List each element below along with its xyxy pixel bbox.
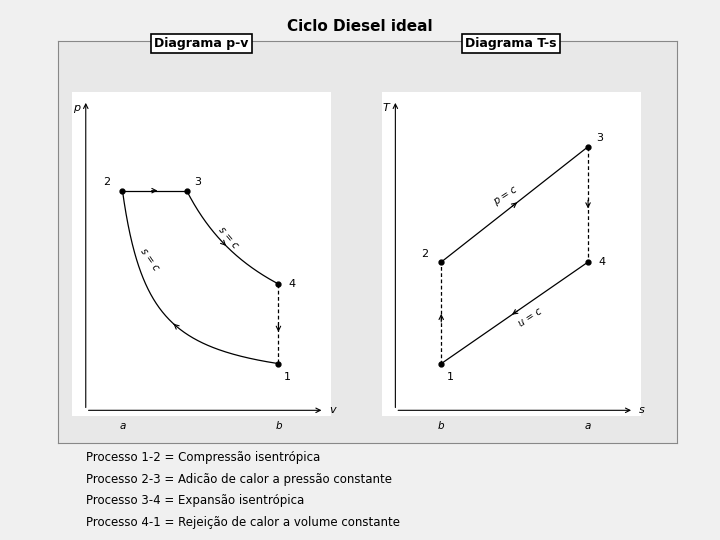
Text: 1: 1: [447, 373, 454, 382]
Text: p = c: p = c: [492, 185, 519, 207]
Text: 2: 2: [422, 249, 428, 259]
Text: 2: 2: [103, 178, 110, 187]
Text: Ciclo Diesel ideal: Ciclo Diesel ideal: [287, 19, 433, 34]
Text: s = c: s = c: [139, 246, 161, 272]
Text: v: v: [329, 406, 336, 415]
Text: Processo 1-2 = Compressão isentrópica: Processo 1-2 = Compressão isentrópica: [86, 451, 320, 464]
Text: s: s: [639, 406, 644, 415]
Text: Diagrama T-s: Diagrama T-s: [465, 37, 557, 50]
Text: a: a: [120, 421, 126, 431]
Text: b: b: [275, 421, 282, 431]
Text: b: b: [438, 421, 444, 431]
Text: u = c: u = c: [517, 306, 544, 328]
Text: Diagrama p-v: Diagrama p-v: [154, 37, 249, 50]
Text: 1: 1: [284, 373, 291, 382]
Text: a: a: [585, 421, 591, 431]
Text: Processo 3-4 = Expansão isentrópica: Processo 3-4 = Expansão isentrópica: [86, 494, 305, 507]
Text: 3: 3: [596, 133, 603, 144]
Text: 4: 4: [598, 257, 606, 267]
Text: 4: 4: [289, 279, 296, 289]
Text: Processo 4-1 = Rejeição de calor a volume constante: Processo 4-1 = Rejeição de calor a volum…: [86, 516, 400, 529]
Text: s = c: s = c: [216, 225, 240, 250]
Text: Processo 2-3 = Adicão de calor a pressão constante: Processo 2-3 = Adicão de calor a pressão…: [86, 472, 392, 485]
Text: p: p: [73, 103, 80, 113]
Text: 3: 3: [194, 178, 202, 187]
Text: T: T: [383, 103, 390, 113]
